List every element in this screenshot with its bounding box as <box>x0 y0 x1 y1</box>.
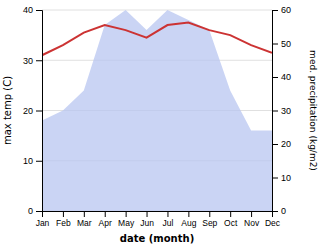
axis-line <box>273 11 279 212</box>
axis-line <box>43 212 273 218</box>
y2-axis-title: med. precipitation (kg/m2) <box>308 50 318 171</box>
axis-line <box>36 11 43 212</box>
x-axis: Jan Feb Mar Apr May Jun Jul Aug Sep Oct Nov Dec <box>36 211 281 228</box>
tick-mark <box>36 211 42 212</box>
tick-label: Sep <box>202 218 217 228</box>
tick-label: 20 <box>281 139 291 149</box>
tick: Sep <box>202 211 217 228</box>
tick-mark <box>126 211 127 217</box>
tick-mark <box>147 211 148 217</box>
tick-label: Jun <box>140 218 154 228</box>
tick: Jul <box>163 211 174 228</box>
tick-label: 60 <box>281 5 291 15</box>
tick-label: Dec <box>265 218 281 228</box>
grid-line <box>42 10 272 11</box>
x-axis-title: date (month) <box>120 233 194 244</box>
tick-label: 40 <box>23 5 33 15</box>
tick-mark <box>36 10 42 11</box>
tick-label: 50 <box>281 39 291 49</box>
tick: 0 <box>272 206 286 216</box>
tick-mark <box>230 211 231 217</box>
grid <box>42 10 272 211</box>
tick-mark <box>36 111 42 112</box>
tick: Jan <box>36 211 50 228</box>
tick: 10 <box>272 173 291 183</box>
tick: 20 <box>23 106 42 116</box>
y2-axis: 0 10 20 30 40 50 60 <box>272 5 291 216</box>
tick-label: Feb <box>56 218 71 228</box>
line <box>42 23 272 56</box>
tick: 20 <box>272 139 291 149</box>
tick-mark <box>272 144 278 145</box>
tick-label: Mar <box>77 218 92 228</box>
tick-label: 10 <box>281 173 291 183</box>
tick-mark <box>272 77 278 78</box>
tick: Feb <box>56 211 71 228</box>
tick-label: 30 <box>281 106 291 116</box>
tick: Aug <box>181 211 196 228</box>
tick: May <box>118 211 135 228</box>
tick-mark <box>251 211 252 217</box>
tick: Mar <box>77 211 92 228</box>
tick-mark <box>209 211 210 217</box>
tick: Nov <box>244 211 260 228</box>
chart: JanFebMarAprMayJunJulAugSepOctNovDec0102… <box>0 0 318 247</box>
tick-label: Aug <box>181 218 196 228</box>
tick: Jun <box>140 211 154 228</box>
chart-container: JanFebMarAprMayJunJulAugSepOctNovDec0102… <box>0 0 318 247</box>
tick-label: 10 <box>23 156 33 166</box>
tick-label: Jan <box>36 218 50 228</box>
tick-label: May <box>118 218 135 228</box>
tick-label: 0 <box>28 206 33 216</box>
y-axis-title: max temp (C) <box>2 76 13 145</box>
tick-label: 0 <box>281 206 286 216</box>
tick-label: Apr <box>99 218 112 228</box>
tick-mark <box>167 211 168 217</box>
tick-mark <box>63 211 64 217</box>
tick-mark <box>84 211 85 217</box>
tick-label: 20 <box>23 106 33 116</box>
tick-label: Nov <box>244 218 260 228</box>
tick-mark <box>36 60 42 61</box>
tick-label: 30 <box>23 56 33 66</box>
tick: 30 <box>23 56 42 66</box>
area <box>42 10 272 211</box>
tick: 40 <box>23 5 42 15</box>
tick: Oct <box>224 211 238 228</box>
tick-mark <box>105 211 106 217</box>
tick-mark <box>272 211 278 212</box>
tick-mark <box>272 44 278 45</box>
tick-mark <box>188 211 189 217</box>
tick-label: Oct <box>224 218 238 228</box>
tick: Apr <box>99 211 112 228</box>
tick: 10 <box>23 156 42 166</box>
tick-label: 40 <box>281 72 291 82</box>
tick: 60 <box>272 5 291 15</box>
plot-area: JanFebMarAprMayJunJulAugSepOctNovDec0102… <box>23 5 291 228</box>
marks <box>42 10 272 211</box>
tick: 0 <box>28 206 42 216</box>
tick-mark <box>272 10 278 11</box>
tick-mark <box>272 178 278 179</box>
tick-mark <box>36 161 42 162</box>
tick: 40 <box>272 72 291 82</box>
tick: 30 <box>272 106 291 116</box>
tick-label: Jul <box>163 218 174 228</box>
tick: Dec <box>265 211 281 228</box>
tick: 50 <box>272 39 291 49</box>
tick-mark <box>272 111 278 112</box>
y-axis: 0 10 20 30 40 <box>23 5 43 216</box>
